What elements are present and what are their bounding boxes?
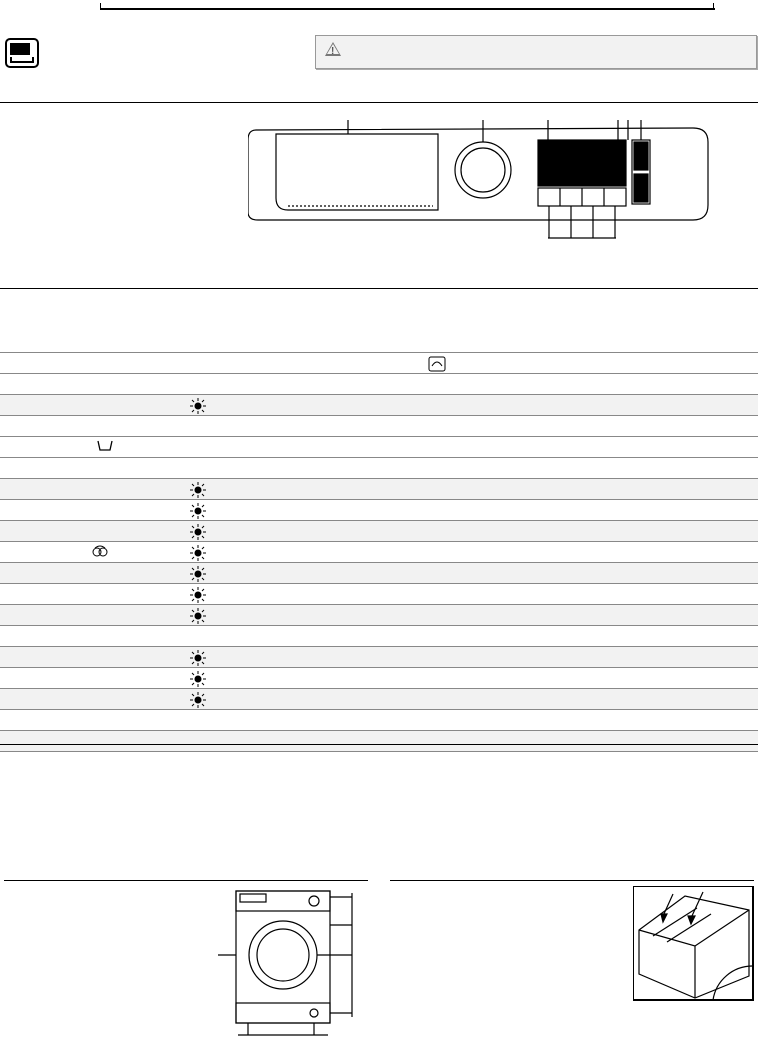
- table-row: [0, 479, 758, 500]
- table-row: [0, 437, 758, 458]
- table-row: [0, 689, 758, 710]
- table-row: [0, 290, 758, 311]
- sun-icon: [190, 650, 206, 666]
- table-row: [0, 353, 758, 374]
- table-row: [0, 395, 758, 416]
- table-row: [0, 416, 758, 437]
- section-rule: [0, 744, 758, 745]
- table-row: [0, 563, 758, 584]
- sun-icon: [190, 503, 206, 519]
- control-panel-diagram: [248, 120, 718, 250]
- section-rule-right: [390, 880, 754, 881]
- display-device-icon: [5, 38, 39, 68]
- table-row: [0, 668, 758, 689]
- top-margin-rule: [100, 8, 715, 10]
- top-rule-tick-right: [713, 3, 714, 9]
- table-row: [0, 626, 758, 647]
- table-row: [0, 458, 758, 479]
- table-row: [0, 647, 758, 668]
- section-rule: [0, 288, 758, 289]
- sun-icon: [190, 608, 206, 624]
- sun-icon: [190, 482, 206, 498]
- tub-symbol-icon: [97, 440, 113, 452]
- sun-icon: [190, 671, 206, 687]
- sun-icon: [190, 398, 206, 414]
- warning-exclamation-icon: !: [331, 46, 334, 57]
- top-rule-tick-left: [100, 3, 101, 9]
- sun-icon: [190, 692, 206, 708]
- program-table: [0, 290, 758, 752]
- sun-icon: [190, 566, 206, 582]
- table-row: [0, 311, 758, 332]
- detergent-drawer-diagram: [633, 886, 755, 1002]
- table-row: [0, 584, 758, 605]
- table-row: [0, 731, 758, 752]
- display-device-stand-icon: [10, 57, 34, 63]
- sun-icon: [190, 524, 206, 540]
- table-row: [0, 605, 758, 626]
- table-row: [0, 521, 758, 542]
- table-row: [0, 332, 758, 353]
- sun-icon: [190, 545, 206, 561]
- manual-page: !: [0, 0, 758, 1037]
- warning-banner: [315, 35, 757, 69]
- table-row: [0, 542, 758, 563]
- table-row: [0, 374, 758, 395]
- section-rule-left: [4, 880, 368, 881]
- table-row: [0, 500, 758, 521]
- spin-symbol-icon: [428, 356, 446, 372]
- section-rule: [0, 102, 758, 103]
- sun-icon: [190, 587, 206, 603]
- table-row: [0, 710, 758, 731]
- wool-symbol-icon: [92, 545, 108, 559]
- washer-front-diagram: [218, 885, 368, 1037]
